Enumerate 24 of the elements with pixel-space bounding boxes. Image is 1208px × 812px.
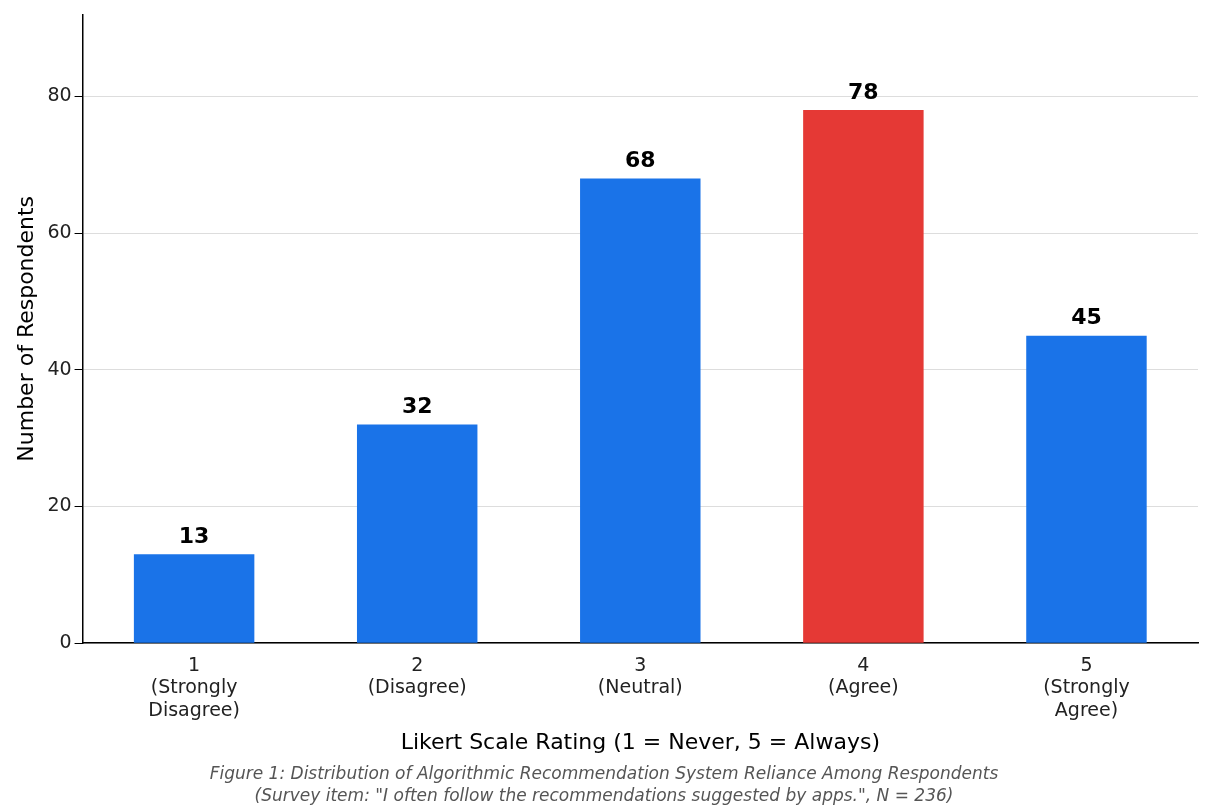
x-axis-title: Likert Scale Rating (1 = Never, 5 = Always) (400, 728, 880, 754)
data-label: 13 (178, 523, 210, 549)
bar (1026, 335, 1147, 643)
y-axis-title: Number of Respondents (12, 195, 38, 462)
y-tick-label: 40 (47, 356, 72, 379)
data-label: 68 (624, 147, 656, 173)
x-tick-label: 2 (Disagree) (367, 652, 467, 698)
data-label: 45 (1071, 304, 1102, 330)
caption: Figure 1: Distribution of Algorithmic Recommendation System Reliance Among Respondents (208, 762, 1000, 784)
x-tick-label: 4 (Agree) (828, 652, 899, 698)
y-tick-label: 0 (59, 630, 72, 653)
x-tick-label: 5 (Strongly Agree) (1043, 652, 1130, 721)
y-tick-label: 80 (47, 83, 72, 106)
text: (Survey item: "I often follow the recommendations suggested by apps.", N = 236) (253, 784, 955, 806)
data-label: 32 (401, 393, 433, 419)
x-tick-label: 1 (Strongly Disagree) (148, 652, 240, 721)
bar (580, 178, 701, 643)
bar (133, 554, 255, 643)
x-tick-label: 3 (Neutral) (597, 652, 683, 698)
bar (803, 110, 924, 643)
data-label: 78 (848, 78, 879, 104)
y-tick-label: 20 (47, 493, 72, 516)
y-tick-label: 60 (47, 220, 72, 243)
bar (356, 424, 478, 643)
